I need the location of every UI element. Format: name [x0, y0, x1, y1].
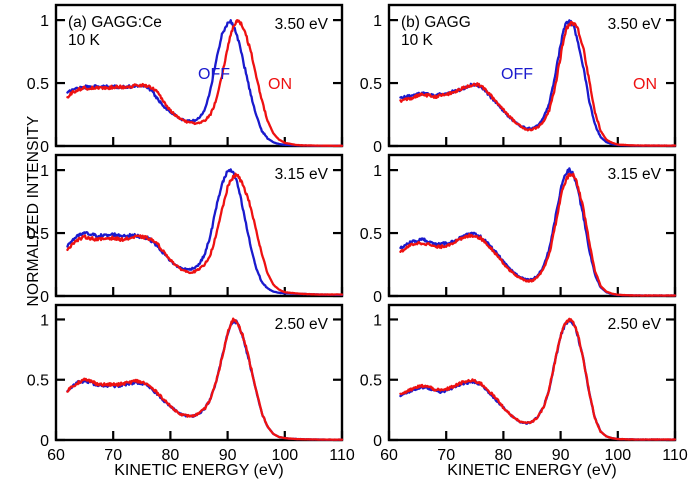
x-tick-label-90-b: 90: [552, 447, 570, 464]
curve-on-a-315: [66, 172, 344, 296]
legend-off-a: OFF: [198, 66, 230, 83]
temperature-label-a: 10 K: [68, 32, 101, 49]
panel-title-b: (b) GAGG: [401, 14, 471, 31]
y-tick-label-0.5-a-315: 0.5: [27, 226, 49, 243]
x-tick-label-90-a: 90: [219, 447, 237, 464]
y-tick-label-0-a-315: 0: [40, 289, 49, 306]
excitation-label-b-250: 2.50 eV: [608, 316, 662, 333]
legend-on-b: ON: [633, 76, 657, 93]
y-tick-label-0.5-b-250: 0.5: [360, 373, 382, 390]
curve-on-b-315: [399, 172, 677, 297]
excitation-label-b-350: 3.50 eV: [608, 16, 662, 33]
curve-off-a-350: [66, 19, 344, 148]
curve-on-b-350: [399, 20, 677, 147]
curve-on-b-250: [399, 317, 677, 441]
curve-on-a-350: [66, 19, 344, 148]
x-tick-label-70-b: 70: [437, 447, 455, 464]
y-tick-label-0-b-350: 0: [373, 139, 382, 156]
panel-frame-b-350: [387, 3, 677, 148]
y-axis-label: NORMALIZED INTENSITY: [25, 115, 42, 307]
x-tick-label-60-a: 60: [47, 447, 65, 464]
y-tick-label-1-b-350: 1: [373, 13, 382, 30]
x-tick-label-80-b: 80: [495, 447, 513, 464]
panel-title-a: (a) GAGG:Ce: [68, 14, 162, 31]
y-tick-label-0-b-250: 0: [373, 433, 382, 450]
excitation-label-b-315: 3.15 eV: [608, 166, 662, 183]
panel-frame-a-350: [54, 3, 344, 148]
y-tick-label-1-a-315: 1: [40, 163, 49, 180]
x-tick-label-70-a: 70: [104, 447, 122, 464]
x-tick-label-100-b: 100: [604, 447, 631, 464]
y-tick-label-1-a-250: 1: [40, 312, 49, 329]
y-tick-label-1-a-350: 1: [40, 13, 49, 30]
curve-off-a-315: [66, 168, 344, 297]
panel-frame-a-315: [54, 153, 344, 298]
excitation-label-a-315: 3.15 eV: [275, 166, 329, 183]
y-tick-label-0.5-a-350: 0.5: [27, 76, 49, 93]
x-axis-label-right: KINETIC ENERGY (eV): [447, 462, 617, 479]
legend-on-a: ON: [268, 76, 292, 93]
legend-off-b: OFF: [501, 66, 533, 83]
panel-frame-b-250: [387, 303, 677, 442]
curve-off-a-250: [66, 319, 344, 441]
y-tick-label-0.5-b-315: 0.5: [360, 226, 382, 243]
x-tick-label-60-b: 60: [380, 447, 398, 464]
x-tick-label-80-a: 80: [162, 447, 180, 464]
panel-frame-a-250: [54, 303, 344, 442]
y-tick-label-0.5-b-350: 0.5: [360, 76, 382, 93]
y-tick-label-1-b-315: 1: [373, 163, 382, 180]
y-tick-label-0-a-250: 0: [40, 433, 49, 450]
y-tick-label-0.5-a-250: 0.5: [27, 373, 49, 390]
x-axis-label-left: KINETIC ENERGY (eV): [114, 462, 284, 479]
y-tick-label-1-b-250: 1: [373, 312, 382, 329]
y-tick-label-0-b-315: 0: [373, 289, 382, 306]
x-tick-label-100-a: 100: [271, 447, 298, 464]
x-tick-label-110-b: 110: [662, 447, 688, 464]
excitation-label-a-350: 3.50 eV: [275, 16, 329, 33]
curve-off-b-250: [399, 318, 677, 441]
x-tick-label-110-a: 110: [329, 447, 355, 464]
curve-on-a-250: [66, 317, 344, 441]
excitation-label-a-250: 2.50 eV: [275, 316, 329, 333]
temperature-label-b: 10 K: [401, 32, 434, 49]
y-tick-label-0-a-350: 0: [40, 139, 49, 156]
panel-frame-b-315: [387, 153, 677, 298]
